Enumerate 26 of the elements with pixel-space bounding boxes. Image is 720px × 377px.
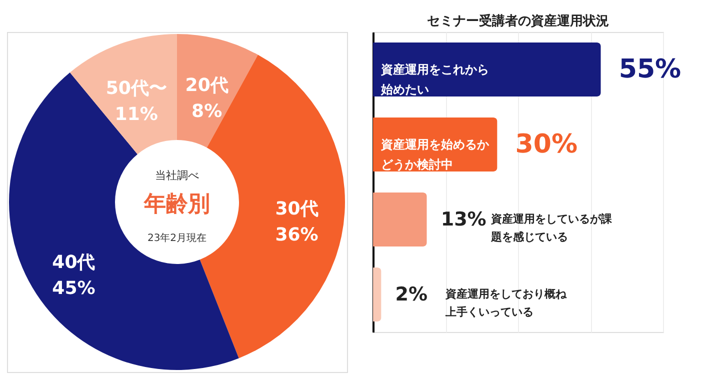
category-label: 資産運用をこれから始めたい — [381, 62, 489, 96]
slice-label: 30代 — [275, 198, 318, 220]
chart-title: セミナー受講者の資産運用状況 — [427, 13, 609, 29]
slice-label: 20代 — [185, 74, 228, 96]
text: 23年2月現在 — [147, 232, 207, 244]
bar — [373, 42, 601, 96]
donut-slice — [177, 34, 258, 148]
data-label: 36% — [275, 224, 318, 246]
data-label: 30% — [515, 130, 578, 160]
donut-slice — [9, 72, 239, 370]
text: 年齢別 — [143, 192, 210, 217]
data-label: 13% — [440, 208, 486, 230]
bar — [373, 268, 382, 322]
bar — [373, 192, 427, 246]
data-label: 45% — [52, 278, 96, 300]
category-label: 資産運用をしており概ね上手くいっている — [445, 288, 566, 318]
category-label: 資産運用を始めるかどうか検討中 — [381, 138, 489, 172]
slice-label: 50代〜 — [106, 78, 167, 100]
slice-label: 40代 — [52, 252, 96, 274]
text: 当社調べ — [155, 169, 199, 182]
data-label: 55% — [618, 54, 682, 84]
data-label: 11% — [114, 104, 158, 126]
category-label: 資産運用をしているが課題を感じている — [490, 212, 612, 244]
data-label: 8% — [192, 100, 222, 122]
donut-slice — [70, 34, 177, 154]
data-label: 2% — [395, 284, 428, 306]
